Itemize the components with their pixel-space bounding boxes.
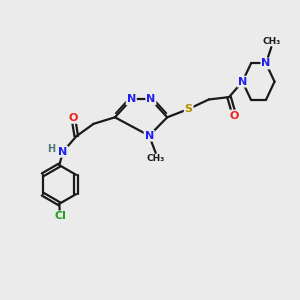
Text: N: N xyxy=(145,131,154,141)
Text: Cl: Cl xyxy=(54,211,66,221)
Text: N: N xyxy=(146,94,155,104)
Text: N: N xyxy=(238,76,247,87)
Text: H: H xyxy=(48,144,56,154)
Text: N: N xyxy=(127,94,136,104)
Text: N: N xyxy=(261,58,271,68)
Text: S: S xyxy=(184,104,193,114)
Text: O: O xyxy=(69,113,78,123)
Text: CH₃: CH₃ xyxy=(147,154,165,164)
Text: CH₃: CH₃ xyxy=(262,37,280,46)
Text: N: N xyxy=(58,147,68,157)
Text: O: O xyxy=(230,110,239,121)
